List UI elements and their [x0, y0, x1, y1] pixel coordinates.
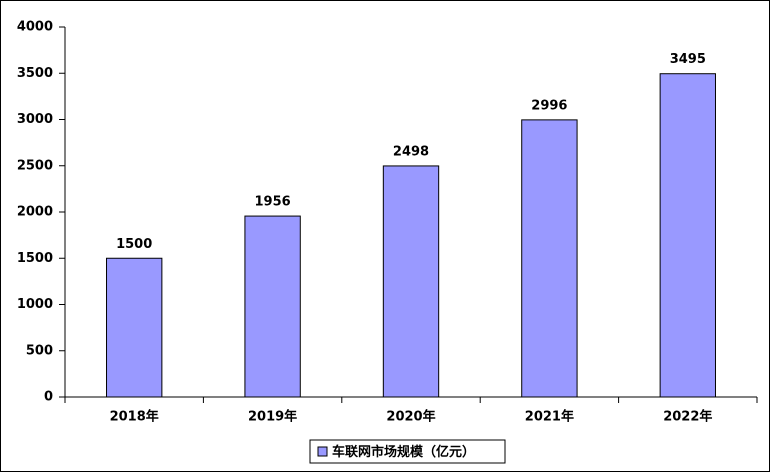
y-tick-label: 0	[44, 390, 53, 405]
y-tick-label: 4000	[17, 20, 53, 35]
y-tick-label: 1500	[17, 251, 53, 266]
bar	[659, 73, 716, 398]
x-tick-label: 2020年	[386, 409, 435, 425]
data-label: 1500	[116, 237, 152, 252]
bar	[382, 165, 440, 398]
data-label: 3495	[670, 52, 706, 67]
x-tick-label: 2018年	[110, 409, 159, 425]
bar	[106, 257, 163, 398]
bar	[244, 215, 301, 398]
y-tick-label: 2000	[17, 205, 53, 220]
legend-swatch	[317, 446, 328, 457]
data-label: 2996	[531, 98, 567, 113]
data-label: 2498	[393, 144, 429, 159]
y-tick-label: 500	[26, 343, 53, 358]
x-tick-label: 2019年	[248, 409, 297, 425]
x-tick-label: 2022年	[663, 409, 712, 425]
legend-label: 车联网市场规模（亿元）	[332, 444, 475, 460]
y-tick-label: 1000	[17, 297, 53, 312]
legend-box	[309, 439, 506, 464]
y-tick-label: 3000	[17, 112, 53, 127]
bar	[521, 119, 578, 398]
y-tick-label: 2500	[17, 158, 53, 173]
data-label: 1956	[255, 195, 291, 210]
x-tick-label: 2021年	[525, 409, 574, 425]
y-tick-label: 3500	[17, 66, 53, 81]
